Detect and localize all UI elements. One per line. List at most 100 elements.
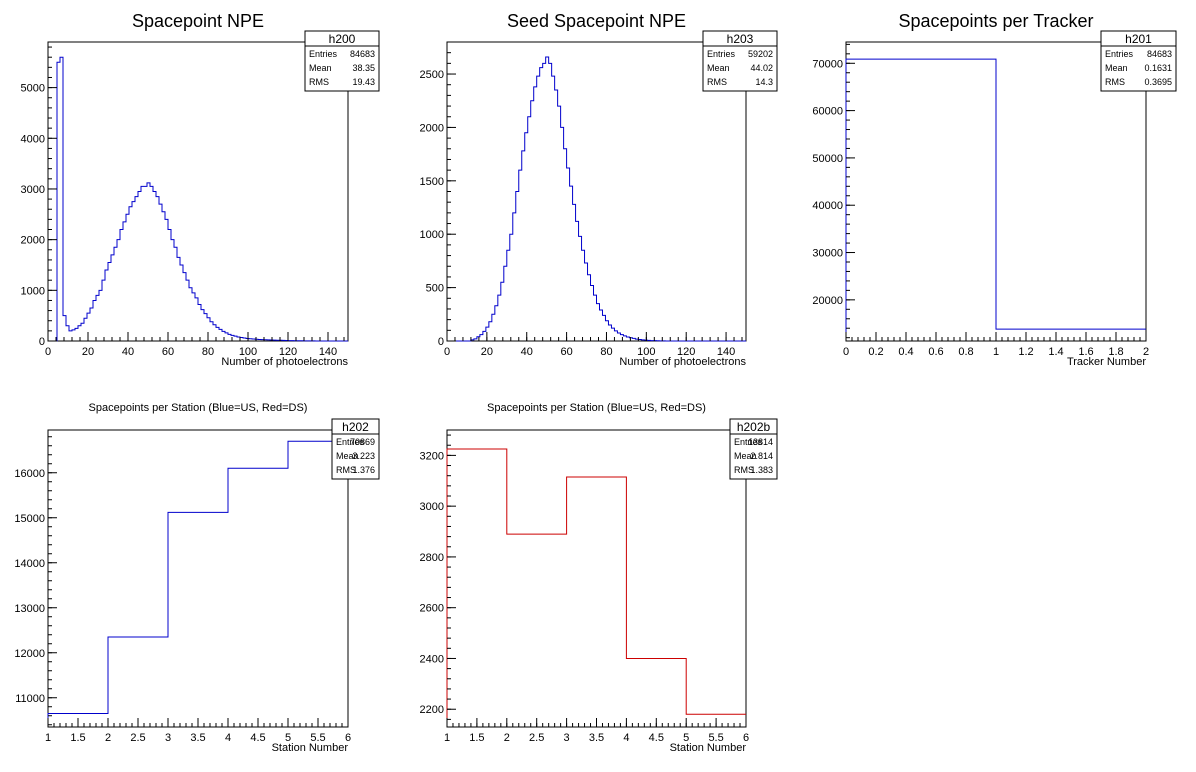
x-tick-label: 5.5 [708, 732, 723, 744]
stats-name: h200 [329, 32, 356, 46]
y-tick-label: 2500 [420, 69, 444, 81]
x-axis-label: Station Number [272, 742, 349, 754]
y-tick-label: 30000 [812, 248, 843, 260]
y-tick-label: 500 [426, 283, 444, 295]
histogram-line [447, 56, 746, 342]
x-tick-label: 4.5 [649, 732, 664, 744]
y-tick-label: 4000 [21, 133, 45, 145]
plot-frame [47, 429, 349, 728]
stats-box-frame [729, 418, 778, 480]
x-tick-label: 1.6 [1078, 346, 1093, 358]
histogram-line [48, 56, 348, 342]
stats-row-value: 0.1631 [1144, 63, 1172, 73]
x-tick-label: 0 [45, 346, 51, 358]
y-tick-label: 60000 [812, 106, 843, 118]
y-tick-label: 50000 [812, 153, 843, 165]
y-tick-label: 2200 [420, 704, 444, 716]
y-tick-label: 13000 [14, 603, 45, 615]
stats-row-value: 19.43 [352, 77, 375, 87]
x-tick-label: 3.5 [589, 732, 604, 744]
x-tick-label: 0.2 [868, 346, 883, 358]
y-tick-label: 5000 [21, 83, 45, 95]
chart-h202b: Spacepoints per Station (Blue=US, Red=DS… [420, 402, 778, 754]
x-tick-label: 6 [345, 732, 351, 744]
stats-row-label: Entries [336, 437, 365, 447]
stats-row-label: Mean [734, 451, 757, 461]
histogram-line [446, 448, 746, 727]
stats-box: h201 Entries 84683 Mean 0.1631 RMS 0.3695 [1100, 30, 1177, 92]
x-tick-label: 140 [319, 346, 337, 358]
stats-row-value: 84683 [350, 49, 375, 59]
x-tick-label: 0 [843, 346, 849, 358]
stats-row-value: 1.383 [750, 465, 773, 475]
stats-row-label: Mean [336, 451, 359, 461]
histogram-line [47, 440, 348, 727]
stats-row-value: 3.223 [352, 451, 375, 461]
plot-frame [446, 429, 747, 728]
y-tick-label: 1500 [420, 176, 444, 188]
x-tick-label: 3.5 [190, 732, 205, 744]
x-tick-label: 0.4 [898, 346, 913, 358]
x-tick-label: 6 [743, 732, 749, 744]
stats-box: h203 Entries 59202 Mean 44.02 RMS 14.3 [702, 30, 778, 92]
x-tick-label: 1.5 [469, 732, 484, 744]
x-axis-label: Number of photoelectrons [221, 356, 348, 368]
x-tick-label: 5.5 [310, 732, 325, 744]
y-tick-label: 2000 [420, 122, 444, 134]
y-tick-label: 0 [438, 336, 444, 348]
x-tick-label: 1.4 [1048, 346, 1063, 358]
x-tick-label: 2 [1143, 346, 1149, 358]
x-tick-label: 3 [564, 732, 570, 744]
stats-row-label: Entries [707, 49, 736, 59]
x-tick-label: 5 [285, 732, 291, 744]
stats-row-value: 84683 [1147, 49, 1172, 59]
x-tick-label: 4 [225, 732, 231, 744]
stats-row-label: RMS [309, 77, 329, 87]
stats-row-label: Entries [1105, 49, 1134, 59]
plot-frame [47, 41, 349, 342]
y-tick-label: 3000 [420, 501, 444, 513]
stats-row-value: 0.3695 [1144, 77, 1172, 87]
x-tick-label: 80 [202, 346, 214, 358]
stats-row-label: Entries [309, 49, 338, 59]
x-tick-label: 0.8 [958, 346, 973, 358]
y-tick-label: 3200 [420, 450, 444, 462]
y-tick-label: 2600 [420, 603, 444, 615]
x-tick-label: 2 [105, 732, 111, 744]
x-tick-label: 1 [45, 732, 51, 744]
stats-row-value: 1.376 [352, 465, 375, 475]
stats-row-label: RMS [1105, 77, 1125, 87]
stats-name: h202 [342, 420, 369, 434]
x-axis-label: Tracker Number [1067, 356, 1146, 368]
x-tick-label: 2.5 [529, 732, 544, 744]
x-tick-label: 4.5 [250, 732, 265, 744]
y-tick-label: 2800 [420, 552, 444, 564]
stats-row-label: RMS [734, 465, 754, 475]
x-tick-label: 2.5 [130, 732, 145, 744]
x-tick-label: 100 [239, 346, 257, 358]
stats-row-value: 13814 [748, 437, 773, 447]
stats-box-frame [702, 30, 778, 92]
y-tick-label: 0 [39, 336, 45, 348]
stats-row-label: Mean [707, 63, 730, 73]
x-axis-label: Station Number [670, 742, 747, 754]
x-tick-label: 0.6 [928, 346, 943, 358]
y-tick-label: 2400 [420, 653, 444, 665]
y-tick-label: 15000 [14, 513, 45, 525]
x-tick-label: 5 [683, 732, 689, 744]
x-tick-label: 40 [521, 346, 533, 358]
y-tick-label: 12000 [14, 648, 45, 660]
chart-h203: Seed Spacepoint NPE 0 20 40 60 80 100 120 140 0 50… [420, 11, 778, 368]
x-tick-label: 4 [623, 732, 629, 744]
y-tick-label: 3000 [21, 184, 45, 196]
x-tick-label: 1 [444, 732, 450, 744]
x-tick-label: 120 [279, 346, 297, 358]
stats-box-frame [1100, 30, 1177, 92]
stats-row-value: 59202 [748, 49, 773, 59]
stats-row-value: 2.814 [750, 451, 773, 461]
stats-box-frame [304, 30, 380, 92]
chart-title: Spacepoints per Station (Blue=US, Red=DS… [89, 402, 308, 414]
stats-row-label: RMS [707, 77, 727, 87]
x-tick-label: 80 [600, 346, 612, 358]
